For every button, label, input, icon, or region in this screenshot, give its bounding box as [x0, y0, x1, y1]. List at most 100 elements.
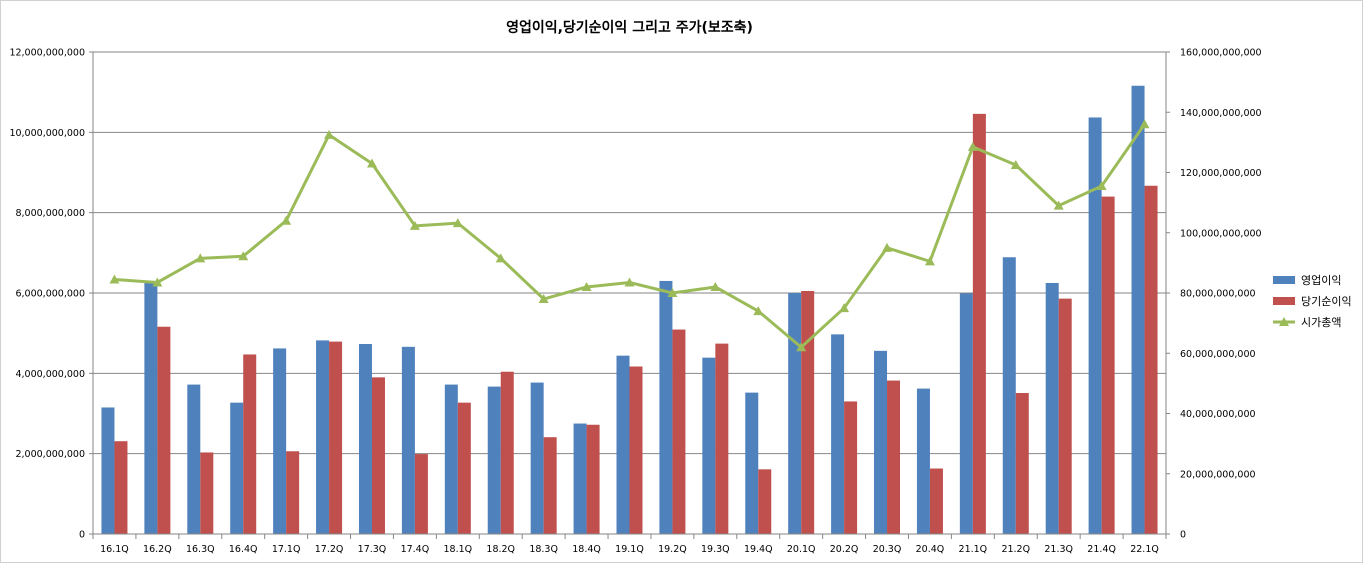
y-tick-label: 0 [79, 530, 85, 541]
bar-당기순이익-18.4Q [586, 424, 600, 534]
y2-tick-label: 60,000,000,000 [1180, 349, 1256, 360]
bar-당기순이익-21.4Q [1101, 196, 1115, 534]
point-시가총액-21.3Q [1053, 200, 1064, 210]
bar-영업이익-19.1Q [616, 355, 630, 534]
point-시가총액-20.2Q [839, 303, 850, 313]
x-tick-label: 20.3Q [873, 544, 902, 555]
point-시가총액-18.4Q [581, 281, 592, 291]
point-시가총액-16.3Q [195, 253, 206, 263]
bar-당기순이익-21.3Q [1058, 298, 1072, 534]
bar-당기순이익-19.1Q [629, 366, 643, 534]
bar-영업이익-16.3Q [187, 384, 201, 534]
bar-당기순이익-20.4Q [929, 468, 943, 534]
x-tick-label: 18.2Q [486, 544, 515, 555]
x-tick-label: 20.4Q [916, 544, 945, 555]
x-tick-label: 19.2Q [658, 544, 687, 555]
bar-당기순이익-21.1Q [972, 113, 986, 535]
bar-영업이익-19.4Q [745, 392, 759, 534]
bar-영업이익-18.1Q [444, 384, 458, 534]
bar-당기순이익-16.1Q [114, 441, 128, 534]
bar-당기순이익-18.2Q [500, 371, 514, 534]
point-시가총액-16.1Q [109, 274, 120, 284]
point-시가총액-19.4Q [753, 306, 764, 316]
legend-swatch-영업이익 [1273, 276, 1295, 284]
x-tick-label: 20.2Q [830, 544, 859, 555]
bar-당기순이익-18.3Q [543, 437, 557, 534]
x-tick-label: 19.3Q [701, 544, 730, 555]
y2-tick-label: 20,000,000,000 [1180, 469, 1256, 480]
bar-영업이익-16.4Q [230, 402, 244, 534]
point-시가총액-22.1Q [1139, 119, 1150, 129]
bar-당기순이익-19.3Q [715, 343, 729, 534]
x-tick-label: 21.1Q [959, 544, 988, 555]
bar-당기순이익-16.3Q [200, 452, 214, 534]
bar-영업이익-18.3Q [530, 382, 544, 534]
y2-tick-label: 0 [1180, 530, 1186, 541]
bar-영업이익-17.3Q [358, 344, 372, 534]
y2-tick-label: 120,000,000,000 [1180, 168, 1262, 179]
bar-영업이익-20.4Q [916, 388, 930, 534]
x-tick-label: 19.1Q [615, 544, 644, 555]
bar-영업이익-20.3Q [874, 350, 888, 534]
legend-marker-시가총액 [1279, 317, 1289, 326]
y-tick-label: 12,000,000,000 [9, 48, 85, 59]
bar-영업이익-16.2Q [144, 280, 158, 534]
axes: 0 2,000,000,000 4,000,000,000 6,000,000,000… [9, 48, 1261, 556]
bar-영업이익-18.4Q [573, 423, 587, 534]
x-tick-label: 16.1Q [100, 544, 129, 555]
point-시가총액-18.1Q [452, 218, 463, 228]
bar-영업이익-20.2Q [831, 334, 845, 534]
bar-당기순이익-17.4Q [414, 454, 428, 534]
point-시가총액-18.2Q [495, 253, 506, 263]
x-tick-label: 17.4Q [401, 544, 430, 555]
point-시가총액-19.3Q [710, 281, 721, 291]
bar-영업이익-21.3Q [1045, 282, 1059, 534]
point-시가총액-20.1Q [796, 342, 807, 352]
bar-영업이익-17.1Q [273, 348, 287, 534]
bar-당기순이익-19.4Q [758, 469, 772, 534]
point-시가총액-20.4Q [924, 256, 935, 266]
y2-tick-label: 80,000,000,000 [1180, 289, 1256, 300]
bar-당기순이익-17.1Q [286, 451, 300, 534]
point-시가총액-18.3Q [538, 294, 549, 304]
bar-영업이익-20.1Q [788, 293, 802, 534]
point-시가총액-21.2Q [1010, 159, 1021, 169]
bar-영업이익-22.1Q [1131, 85, 1145, 535]
y-tick-label: 6,000,000,000 [15, 289, 85, 300]
bar-영업이익-19.2Q [659, 280, 673, 534]
y2-tick-label: 100,000,000,000 [1180, 228, 1262, 239]
line-series [109, 119, 1150, 352]
x-tick-label: 17.1Q [272, 544, 301, 555]
point-시가총액-21.1Q [967, 141, 978, 151]
bar-당기순이익-16.4Q [243, 354, 257, 534]
y-tick-label: 8,000,000,000 [15, 208, 85, 219]
legend-swatch-당기순이익 [1273, 297, 1295, 305]
bar-series [101, 85, 1158, 535]
x-tick-label: 17.3Q [358, 544, 387, 555]
y-tick-label: 10,000,000,000 [9, 128, 85, 139]
bar-당기순이익-17.3Q [371, 377, 385, 534]
chart-title: 영업이익,당기순이익 그리고 주가(보조축) [506, 19, 753, 36]
x-tick-label: 18.3Q [529, 544, 558, 555]
x-tick-label: 19.4Q [744, 544, 773, 555]
x-tick-label: 21.3Q [1044, 544, 1073, 555]
bar-영업이익-18.2Q [487, 386, 501, 534]
y2-tick-label: 140,000,000,000 [1180, 108, 1262, 119]
bar-영업이익-17.2Q [316, 340, 330, 534]
bar-당기순이익-19.2Q [672, 329, 686, 534]
point-시가총액-19.2Q [667, 288, 678, 297]
point-시가총액-20.3Q [882, 242, 893, 252]
y2-tick-label: 160,000,000,000 [1180, 48, 1262, 59]
x-tick-label: 16.4Q [229, 544, 258, 555]
legend-label-당기순이익: 당기순이익 [1301, 295, 1352, 308]
bar-영업이익-17.4Q [401, 346, 415, 534]
x-tick-label: 20.1Q [787, 544, 816, 555]
x-tick-label: 16.2Q [143, 544, 172, 555]
legend-label-시가총액: 시가총액 [1301, 316, 1341, 329]
x-tick-label: 17.2Q [315, 544, 344, 555]
x-tick-label: 18.1Q [443, 544, 472, 555]
bar-당기순이익-22.1Q [1144, 185, 1158, 534]
